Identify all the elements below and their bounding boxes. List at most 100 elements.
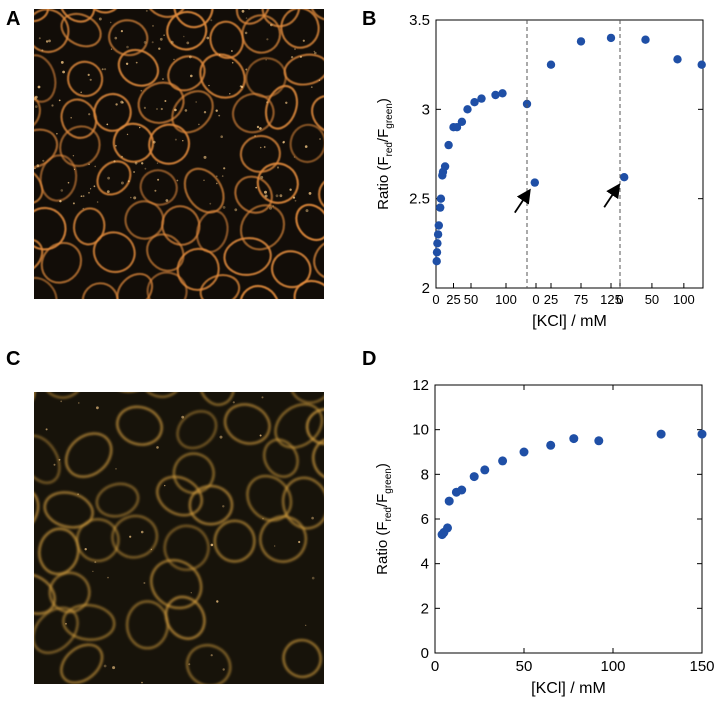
cell-membrane [295,203,324,242]
membrane-punctum [263,146,266,148]
membrane-punctum [195,101,198,103]
y-tick-label: 8 [421,466,429,483]
membrane-punctum [82,195,85,198]
membrane-punctum [58,458,61,461]
membrane-punctum [140,89,143,92]
membrane-punctum [107,176,110,180]
cell-membrane [81,282,119,299]
membrane-punctum [173,58,175,61]
data-point [457,485,467,495]
x-tick-label: 0 [616,292,623,307]
cell-membrane [92,231,136,274]
membrane-punctum [181,415,185,419]
data-point [469,472,479,482]
cell-membrane [231,92,275,134]
membrane-punctum [203,111,207,114]
cell-layer [34,9,324,299]
membrane-punctum [318,79,321,82]
cell-membrane [93,92,132,132]
membrane-punctum [134,161,138,165]
cell-membrane [289,123,324,164]
cell-membrane [72,207,106,246]
membrane-punctum [198,123,200,126]
cell-membrane [289,392,324,404]
membrane-punctum [42,159,45,162]
membrane-punctum [298,540,301,544]
membrane-punctum [141,681,143,684]
membrane-punctum [245,68,248,71]
membrane-punctum [120,30,123,33]
membrane-punctum [174,108,177,112]
membrane-punctum [313,50,315,53]
membrane-punctum [311,576,315,580]
x-tick-label: 25 [544,292,558,307]
y-tick-label: 10 [412,422,429,439]
x-tick-label: 100 [673,292,695,307]
membrane-punctum [36,164,40,167]
data-point [444,140,453,150]
x-tick-label: 150 [689,658,714,675]
cell-membrane [185,643,232,684]
x-tick-label: 0 [532,292,539,307]
micrograph-a [34,9,324,299]
cell-membrane [34,606,79,655]
data-point [452,123,462,132]
membrane-punctum [308,192,312,195]
cell-membrane [149,558,203,610]
membrane-punctum [274,545,276,547]
membrane-punctum [58,99,61,102]
membrane-punctum [87,73,90,76]
membrane-punctum [170,40,174,44]
data-point [576,37,586,46]
membrane-punctum [48,39,51,43]
cell-membrane [199,274,241,299]
membrane-punctum [210,19,213,22]
membrane-punctum [78,402,80,404]
y-tick-label: 12 [412,377,429,394]
membrane-punctum [174,138,177,141]
cell-membrane [64,432,113,478]
membrane-punctum [152,140,156,144]
cell-membrane [234,175,273,214]
cell-membrane [34,276,58,299]
membrane-punctum [60,400,63,403]
data-point [546,60,556,69]
membrane-punctum [223,167,226,170]
cell-membrane [164,595,206,640]
membrane-punctum [127,180,130,183]
plot-frame [435,19,704,289]
membrane-punctum [259,434,262,437]
cell-membrane [39,154,78,202]
membrane-punctum [302,39,305,42]
panel-letter-d: D [362,348,377,370]
data-point [498,89,507,98]
cell-membrane [117,48,160,87]
membrane-punctum [220,135,223,138]
membrane-punctum [94,561,97,564]
cell-membrane [146,271,188,299]
membrane-punctum [256,125,260,129]
cell-membrane [283,53,324,86]
data-point [491,90,500,100]
membrane-punctum [222,505,225,508]
cell-membrane [111,514,159,559]
data-point [436,194,446,203]
membrane-punctum [115,103,118,106]
membrane-punctum [156,446,159,449]
cell-membrane [223,237,272,276]
membrane-punctum [88,163,90,166]
y-tick-label: 0 [421,645,429,662]
membrane-punctum [290,56,294,59]
membrane-punctum [219,435,223,439]
membrane-punctum [143,582,146,584]
y-tick-label: 3.5 [409,12,430,29]
cell-membrane [112,122,155,163]
cell-membrane [199,53,246,99]
data-point [433,239,442,248]
data-point [673,55,682,64]
membrane-punctum [203,179,205,181]
cell-membrane [34,128,59,169]
cell-membrane [281,476,324,530]
cell-membrane [161,205,201,246]
membrane-punctum [305,624,307,626]
